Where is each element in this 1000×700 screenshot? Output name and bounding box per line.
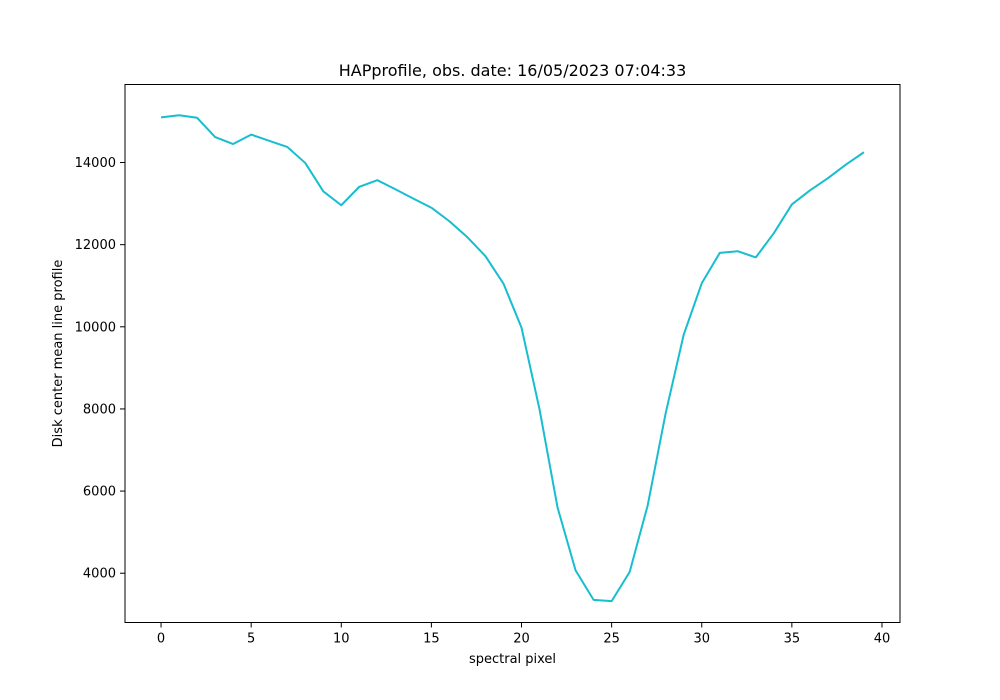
y-tick-label: 14000: [75, 156, 116, 171]
plot-area: [160, 114, 865, 603]
y-tick-label: 10000: [75, 320, 116, 335]
x-tick-label: 30: [693, 632, 710, 647]
y-axis: 4000 6000 8000 10000 12000 14000: [75, 156, 125, 582]
y-tick-label: 6000: [83, 485, 116, 500]
plot-frame: [124, 84, 901, 623]
y-tick-label: 4000: [83, 567, 116, 582]
x-tick-label: 20: [513, 632, 530, 647]
y-tick-label: 12000: [75, 238, 116, 253]
x-tick-label: 15: [423, 632, 440, 647]
y-axis-label: Disk center mean line profile: [51, 260, 66, 448]
x-tick-label: 10: [333, 632, 350, 647]
x-tick-label: 40: [874, 632, 891, 647]
x-tick-label: 25: [603, 632, 620, 647]
x-tick-label: 0: [157, 632, 165, 647]
y-tick-label: 8000: [83, 402, 116, 417]
x-axis-label: spectral pixel: [469, 652, 556, 667]
series-line: [160, 114, 865, 603]
chart-title: HAPprofile, obs. date: 16/05/2023 07:04:…: [339, 61, 687, 80]
x-tick-label: 35: [784, 632, 801, 647]
x-axis: 0 5 10 15 20 25 30 35 40: [157, 622, 891, 647]
x-tick-label: 5: [247, 632, 255, 647]
